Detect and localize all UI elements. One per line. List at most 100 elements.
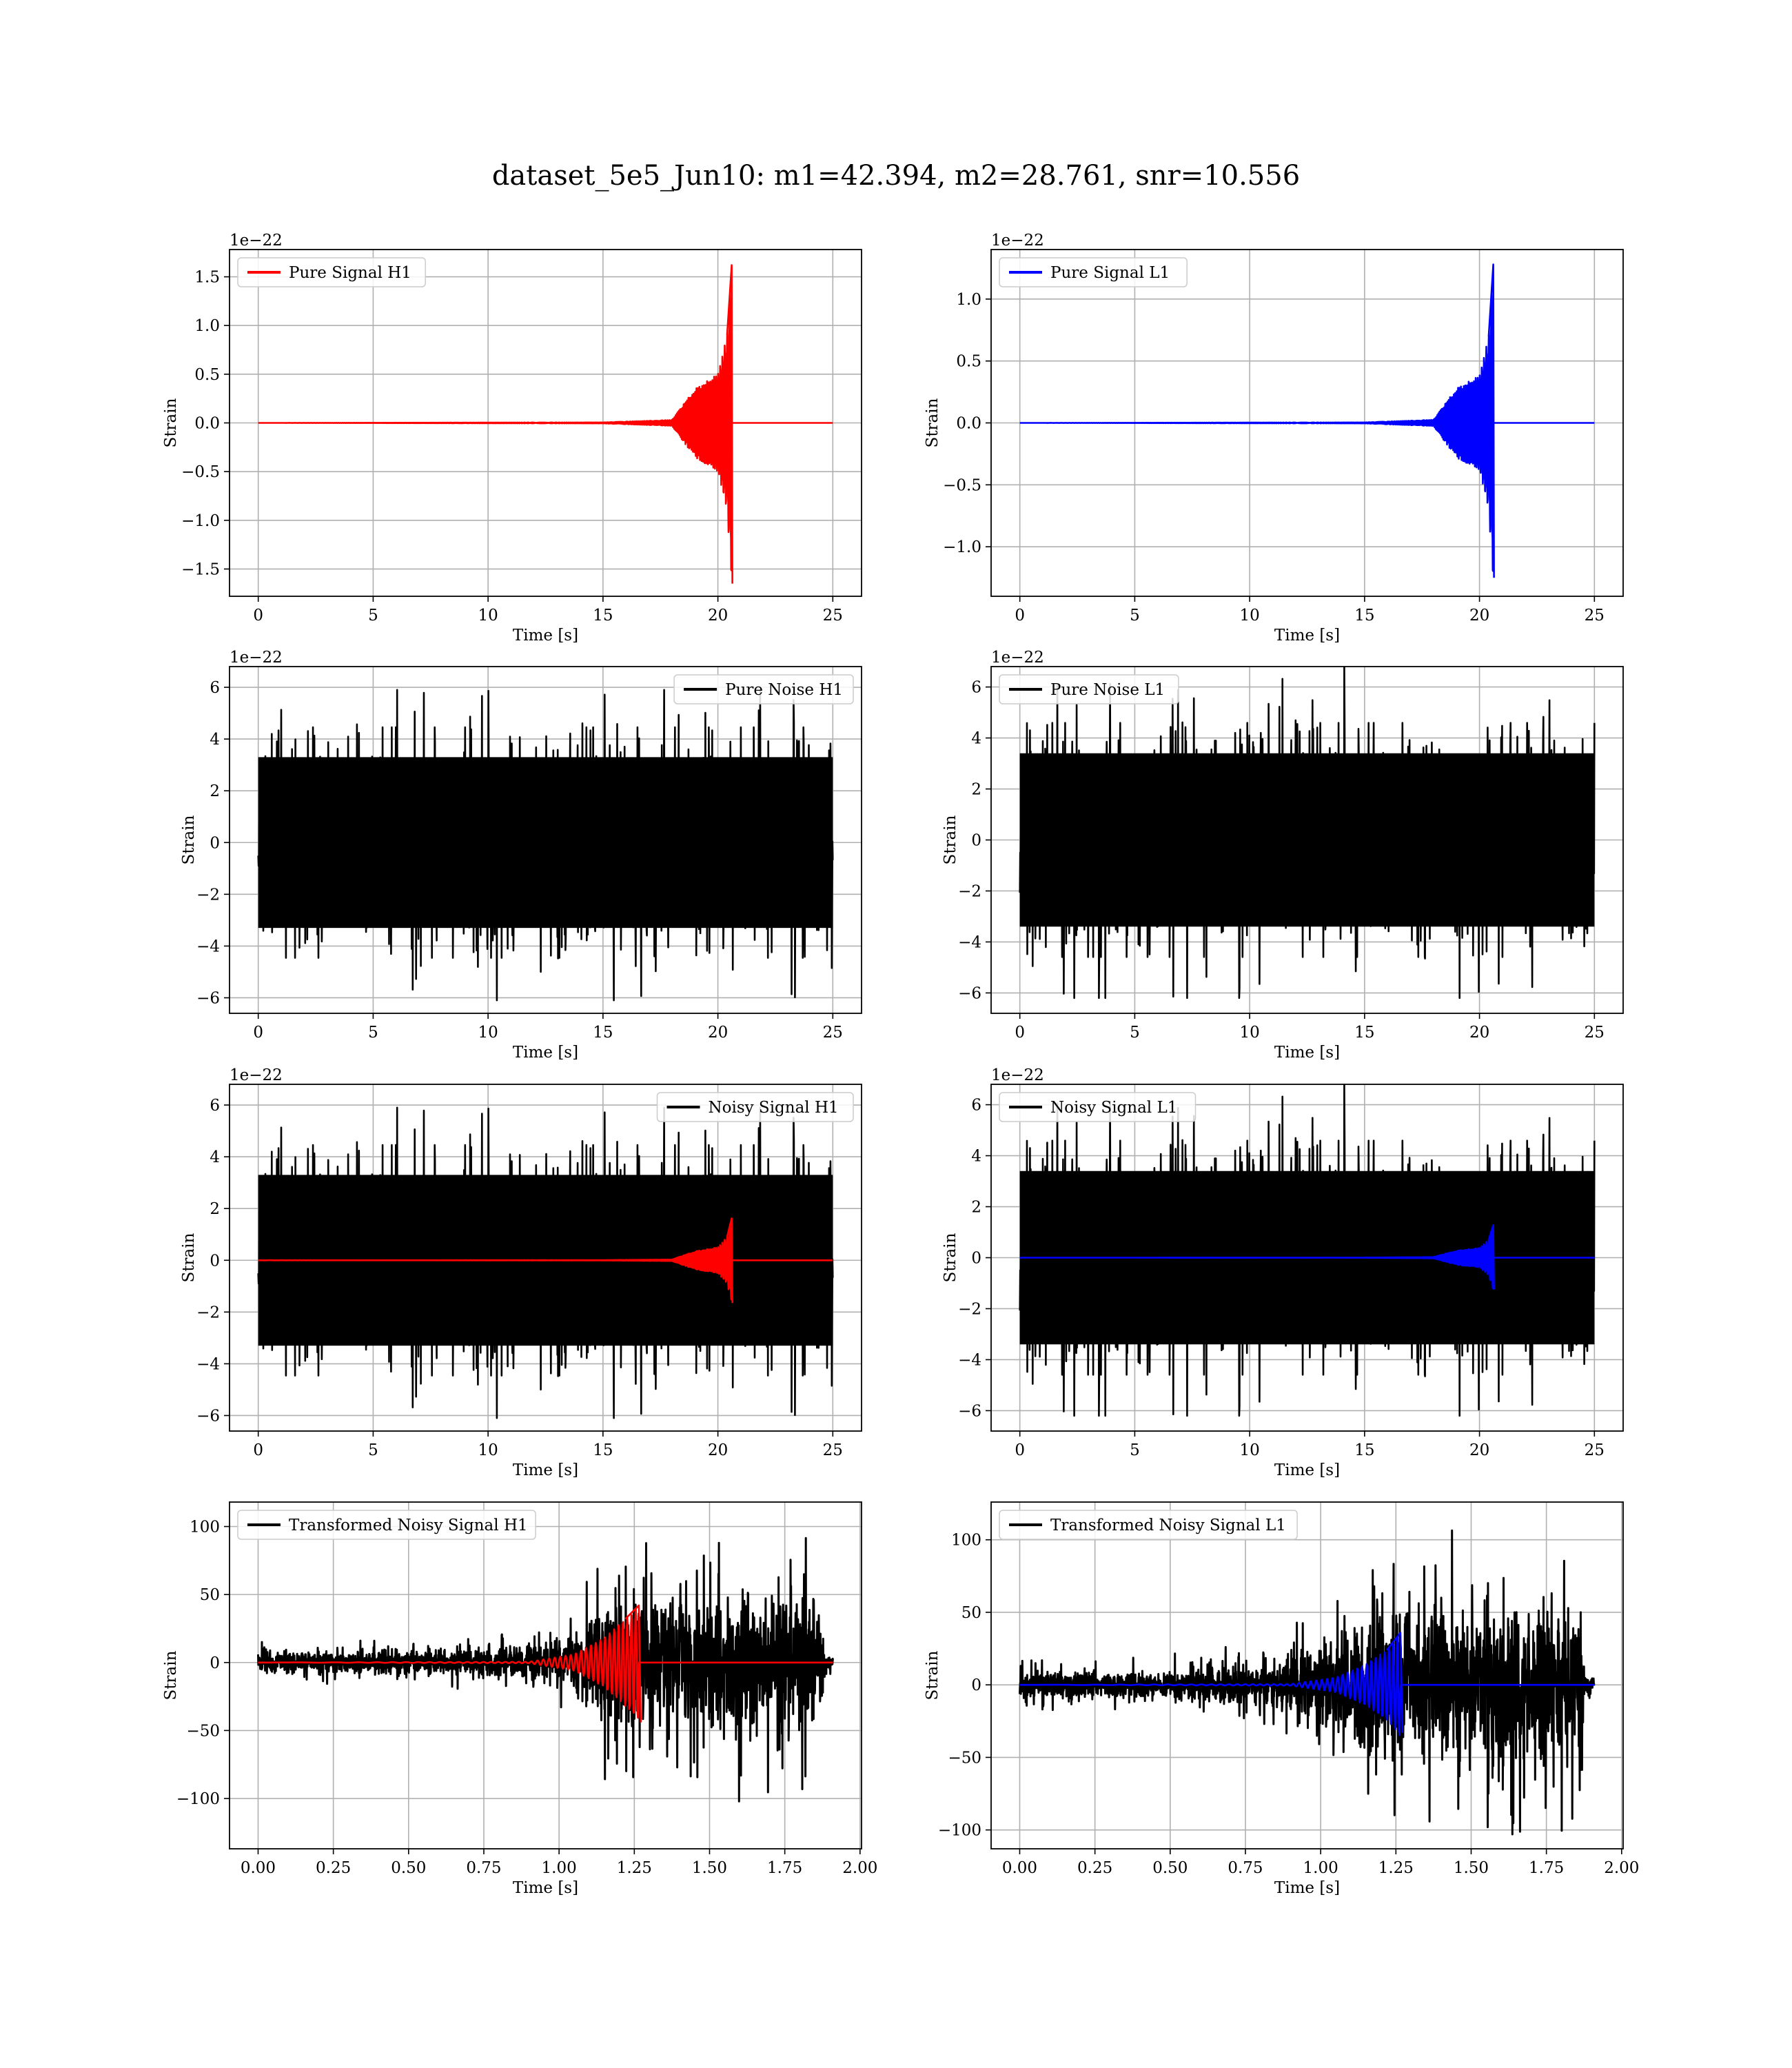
x-tick-label: 5	[1130, 607, 1140, 625]
offset-label: 1e−22	[991, 649, 1044, 667]
series-line-noisy-signal-h1	[257, 1106, 834, 1419]
axes-frame	[229, 1084, 862, 1432]
y-tick-label: 1.5	[194, 269, 220, 287]
x-tick-label: 10	[478, 1024, 498, 1042]
plot-area	[1019, 1529, 1596, 1836]
y-tick-label: −4	[958, 933, 981, 951]
plot-area	[257, 264, 834, 584]
x-tick-label: 25	[1585, 1024, 1605, 1042]
x-tick-label: 0	[1015, 607, 1025, 625]
y-axis-label: Strain	[924, 398, 941, 447]
legend: Pure Noise H1	[673, 674, 854, 704]
y-tick-label: 6	[210, 1097, 220, 1115]
x-tick-label: 1.00	[1303, 1859, 1338, 1877]
y-tick-label: 6	[971, 1097, 981, 1115]
legend: Pure Noise L1	[999, 674, 1179, 704]
legend-label: Pure Signal L1	[1050, 264, 1170, 282]
legend: Noisy Signal H1	[656, 1092, 854, 1122]
legend-box	[999, 1092, 1197, 1122]
y-tick-label: 2	[210, 1200, 220, 1218]
series-line-overlay-1	[257, 1604, 834, 1723]
plot-area	[1019, 263, 1596, 578]
axes-frame	[990, 1501, 1624, 1849]
y-tick-label: 4	[971, 1148, 981, 1166]
y-tick-label: −2	[958, 1300, 981, 1318]
y-tick-label: −100	[938, 1822, 981, 1840]
legend-box	[999, 1510, 1298, 1540]
y-tick-label: −50	[948, 1749, 981, 1767]
x-tick-label: 0.75	[466, 1859, 501, 1877]
y-axis-label: Strain	[941, 1233, 959, 1282]
panel-noisy-signal-l1: 0 5 10 15 20 25 −6 −4 −2 0 2 4 6 Time [s] Strain 1e−22 N…	[941, 1066, 1624, 1479]
y-tick-label: −1.0	[181, 512, 220, 530]
x-tick-label: 25	[1585, 607, 1605, 625]
x-tick-label: 0.75	[1228, 1859, 1263, 1877]
y-tick-label: −0.5	[943, 476, 981, 494]
y-axis-label: Strain	[162, 1650, 180, 1700]
y-tick-label: −6	[958, 1402, 981, 1420]
x-tick-label: 0	[1015, 1441, 1025, 1459]
x-tick-label: 1.75	[1529, 1859, 1564, 1877]
x-tick-label: 10	[478, 607, 498, 625]
x-axis-label: Time [s]	[513, 1879, 578, 1897]
y-axis-label: Strain	[180, 1233, 198, 1282]
plot-area	[1019, 1084, 1596, 1417]
y-tick-label: 4	[210, 1148, 220, 1166]
y-tick-label: 50	[200, 1586, 220, 1604]
plot-area	[257, 1537, 834, 1803]
series-line-pure-signal-h1	[257, 264, 834, 584]
y-tick-label: −0.5	[181, 463, 220, 481]
y-tick-label: 4	[210, 731, 220, 749]
series-line-noisy-signal-l1	[1019, 1084, 1596, 1417]
x-tick-label: 0	[253, 1441, 263, 1459]
legend-box	[237, 1510, 536, 1540]
y-tick-label: 6	[210, 679, 220, 697]
series-line-overlay-1	[1019, 1224, 1596, 1290]
y-tick-label: −6	[196, 989, 220, 1007]
x-tick-label: 10	[1239, 1024, 1259, 1042]
y-tick-label: −2	[196, 1304, 220, 1321]
x-tick-label: 25	[823, 607, 843, 625]
y-axis-label: Strain	[924, 1650, 941, 1700]
y-tick-label: 100	[190, 1519, 220, 1537]
y-tick-label: 0	[210, 1252, 220, 1270]
x-axis-label: Time [s]	[1274, 1461, 1340, 1479]
legend-box	[237, 257, 426, 287]
x-tick-label: 15	[1354, 607, 1374, 625]
x-tick-label: 0.50	[1152, 1859, 1188, 1877]
y-tick-label: −4	[196, 937, 220, 955]
x-tick-label: 1.00	[542, 1859, 577, 1877]
x-tick-label: 5	[368, 1441, 378, 1459]
legend: Noisy Signal L1	[999, 1092, 1197, 1122]
panel-pure-noise-h1: 0 5 10 15 20 25 −6 −4 −2 0 2 4 6 Time [s] Strain 1e−22 P…	[180, 649, 862, 1062]
x-tick-label: 5	[1130, 1441, 1140, 1459]
x-tick-label: 1.50	[692, 1859, 727, 1877]
y-tick-label: 0	[971, 832, 981, 850]
y-tick-label: 0	[971, 1250, 981, 1268]
x-tick-label: 0	[1015, 1024, 1025, 1042]
x-axis-label: Time [s]	[513, 627, 578, 645]
x-tick-label: 20	[1469, 607, 1489, 625]
legend-box	[656, 1092, 854, 1122]
series-line-overlay-1	[1019, 1632, 1596, 1736]
y-tick-label: 50	[961, 1604, 981, 1622]
y-tick-label: 6	[971, 679, 981, 697]
x-tick-label: 0.25	[1077, 1859, 1112, 1877]
y-axis-label: Strain	[180, 815, 198, 864]
x-tick-label: 0.00	[1002, 1859, 1037, 1877]
series-line-overlay-1	[257, 1217, 834, 1304]
legend-box	[673, 674, 854, 704]
y-tick-label: 0.5	[194, 366, 220, 384]
figure-title: dataset_5e5_Jun10: m1=42.394, m2=28.761,…	[492, 160, 1300, 192]
y-tick-label: 4	[971, 730, 981, 748]
offset-label: 1e−22	[991, 1066, 1044, 1084]
y-axis-label: Strain	[941, 815, 959, 864]
y-tick-label: 0	[971, 1676, 981, 1694]
plot-area	[1019, 667, 1596, 1000]
series-line-pure-noise-l1	[1019, 667, 1596, 1000]
x-tick-label: 20	[1469, 1024, 1489, 1042]
legend: Transformed Noisy Signal H1	[237, 1510, 536, 1540]
legend-label: Noisy Signal H1	[709, 1099, 839, 1117]
